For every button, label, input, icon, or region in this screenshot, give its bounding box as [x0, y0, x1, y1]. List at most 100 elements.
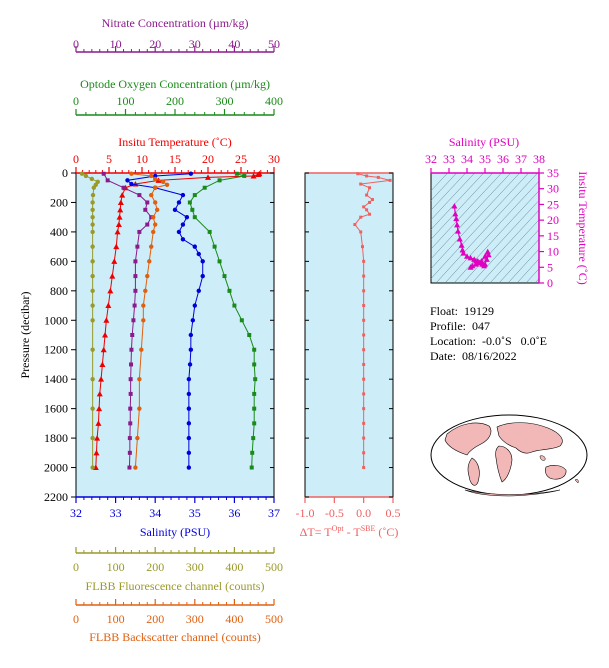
backscatter-tick-label: 400 [225, 612, 243, 626]
pressure-tick-label: 1000 [44, 313, 68, 327]
temperature-point [117, 206, 124, 213]
backscatter-tick-label: 100 [107, 612, 125, 626]
temperature-point [103, 317, 110, 323]
backscatter-point [137, 376, 142, 382]
nitrate-tick-label: 30 [189, 37, 201, 51]
main-plot-area [75, 172, 275, 498]
oxygen-point [239, 318, 244, 323]
density-contour [431, 173, 448, 192]
temperature-point [100, 346, 107, 353]
fluorescence-point [90, 244, 95, 249]
fluorescence-point [90, 259, 95, 264]
salinity-point [187, 362, 193, 367]
ts-salinity-tick-label: 36 [497, 152, 509, 166]
salinity-point [180, 237, 186, 242]
nitrate-point [131, 318, 136, 323]
salinity-point [129, 181, 134, 187]
backscatter-point [151, 229, 156, 235]
delta-t-point [368, 212, 372, 216]
delta-t-point [362, 362, 366, 366]
salinity-point [190, 318, 196, 323]
delta-t-tick-label: -0.5 [325, 506, 344, 520]
nitrate-tick-label: 10 [110, 37, 122, 51]
delta-t-point [353, 223, 357, 227]
backscatter-point [149, 244, 154, 249]
salinity-point [196, 288, 201, 294]
oxygen-tick-label: 300 [216, 94, 234, 108]
backscatter-point [153, 176, 158, 182]
salinity-point [186, 406, 192, 411]
temperature-point [96, 390, 103, 397]
float-id: Float: 19129 [430, 304, 495, 318]
nitrate-point [137, 229, 142, 234]
backscatter-axis-label: FLBB Backscatter channel (counts) [89, 630, 261, 644]
nitrate-point [128, 406, 133, 411]
ts-salinity-tick-label: 37 [515, 152, 527, 166]
delta-t-point [365, 193, 369, 197]
ts-point [482, 261, 488, 267]
nitrate-point [132, 303, 137, 308]
fluorescence-point [79, 171, 85, 176]
temperature-point [99, 361, 106, 367]
salinity-point [186, 391, 192, 397]
oxygen-point [227, 288, 232, 293]
salinity-point [196, 251, 201, 257]
temperature-axis-label: Insitu Temperature (˚C) [118, 135, 232, 149]
fluorescence-point [90, 273, 95, 279]
oxygen-tick-label: 100 [117, 94, 135, 108]
ts-point [485, 251, 492, 258]
fluorescence-tick-label: 0 [73, 560, 79, 574]
date: Date: 08/16/2022 [430, 349, 517, 363]
density-contour [431, 173, 457, 201]
ts-temperature-tick-label: 25 [547, 197, 559, 211]
salinity-point [192, 303, 197, 308]
salinity-tick-label: 35 [189, 506, 201, 520]
ts-point [458, 242, 465, 248]
delta-t-point [359, 182, 363, 186]
salinity-tick-label: 33 [110, 506, 122, 520]
delta-t-plot-area [304, 172, 394, 498]
ts-temperature-tick-label: 10 [547, 245, 559, 259]
ts-point [460, 250, 467, 256]
density-contour [435, 173, 538, 283]
ts-temperature-tick-label: 5 [547, 260, 553, 274]
backscatter-point [154, 207, 160, 213]
delta-t-point [362, 318, 366, 322]
temperature-point [114, 228, 121, 235]
backscatter-point [164, 182, 170, 187]
oxygen-point [252, 347, 257, 352]
delta-t-point [362, 377, 366, 381]
temperature-point [93, 449, 100, 456]
salinity-axis-label: Salinity (PSU) [140, 525, 210, 539]
salinity-point [188, 332, 194, 338]
delta-t-point [368, 186, 372, 190]
ts-point [483, 256, 490, 262]
ts-temperature-tick-label: 35 [547, 166, 559, 180]
fluorescence-point [90, 465, 95, 470]
delta-t-tick-label: 0.5 [386, 506, 401, 520]
delta-t-point [362, 348, 366, 352]
ts-point [464, 253, 470, 259]
salinity-point [186, 421, 192, 426]
nitrate-point [127, 450, 132, 455]
location: Location: -0.0˚S 0.0˚E [430, 334, 547, 348]
density-contour [462, 200, 539, 283]
density-contour [431, 173, 529, 279]
oxygen-point [242, 173, 247, 178]
oxygen-point [217, 178, 222, 183]
salinity-point [184, 214, 190, 220]
fluorescence-tick-label: 200 [146, 560, 164, 574]
backscatter-tick-label: 0 [73, 612, 79, 626]
world-map [430, 414, 588, 497]
ts-point [484, 248, 491, 255]
density-contour [516, 258, 539, 283]
temperature-tick-label: 25 [235, 152, 247, 166]
fluorescence-point [90, 192, 96, 198]
oxygen-point [252, 421, 257, 426]
delta-t-point [370, 198, 374, 202]
oxygen-point [252, 362, 257, 367]
delta-t-point [362, 289, 366, 293]
fluorescence-point [91, 185, 97, 190]
nitrate-point [145, 222, 150, 227]
